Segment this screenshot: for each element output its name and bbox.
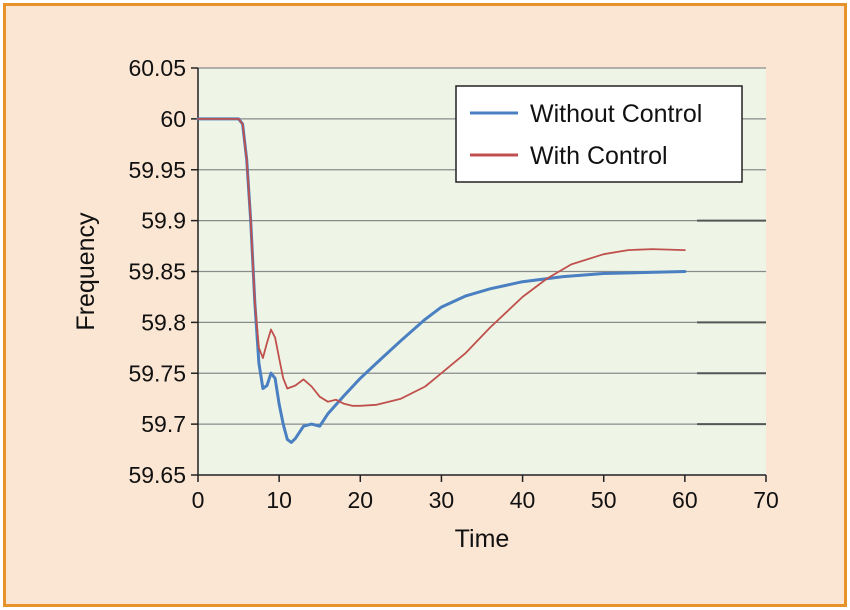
x-ticks: 0 10 20 30 40 50 60 70: [192, 475, 779, 513]
chart-frame: 59.65 59.7 59.75 59.8 59.85 59.9 59.95 60 60.05 …: [3, 3, 847, 607]
chart: 59.6559.759.7559.859.8559.959.956060.05 …: [72, 55, 779, 553]
legend-label-without-control: Without Control: [530, 100, 702, 128]
x-tick-label: 20: [347, 487, 373, 513]
x-tick-label: 10: [266, 487, 292, 513]
x-tick-label: 50: [591, 487, 617, 513]
legend: Without Control With Control: [455, 85, 743, 183]
y-ticks: 59.65 59.7 59.75 59.8 59.85 59.9 59.95 60 60.05: [128, 55, 198, 488]
y-tick-label: 59.95: [128, 157, 186, 183]
x-tick-label: 0: [192, 487, 205, 513]
legend-box: [455, 85, 743, 183]
y-tick-label: 59.75: [128, 360, 186, 386]
legend-label-with-control: With Control: [530, 142, 668, 170]
x-tick-label: 70: [753, 487, 779, 513]
y-tick-label: 59.85: [128, 259, 186, 285]
x-tick-label: 30: [429, 487, 455, 513]
y-axis-title: Frequency: [72, 212, 100, 331]
series-group: [196, 117, 687, 444]
y-tick-label: 60: [160, 106, 186, 132]
y-tick-label: 59.9: [141, 208, 186, 234]
x-axis-title: Time: [455, 525, 510, 553]
y-tick-label: 59.7: [141, 411, 186, 437]
x-tick-label: 40: [510, 487, 536, 513]
series-line-with-control: [197, 118, 686, 407]
y-tick-label: 59.65: [128, 462, 186, 488]
y-tick-label: 59.8: [141, 309, 186, 335]
outside-grid-lines: [697, 219, 766, 426]
y-tick-label: 60.05: [128, 55, 186, 81]
x-tick-label: 60: [672, 487, 698, 513]
